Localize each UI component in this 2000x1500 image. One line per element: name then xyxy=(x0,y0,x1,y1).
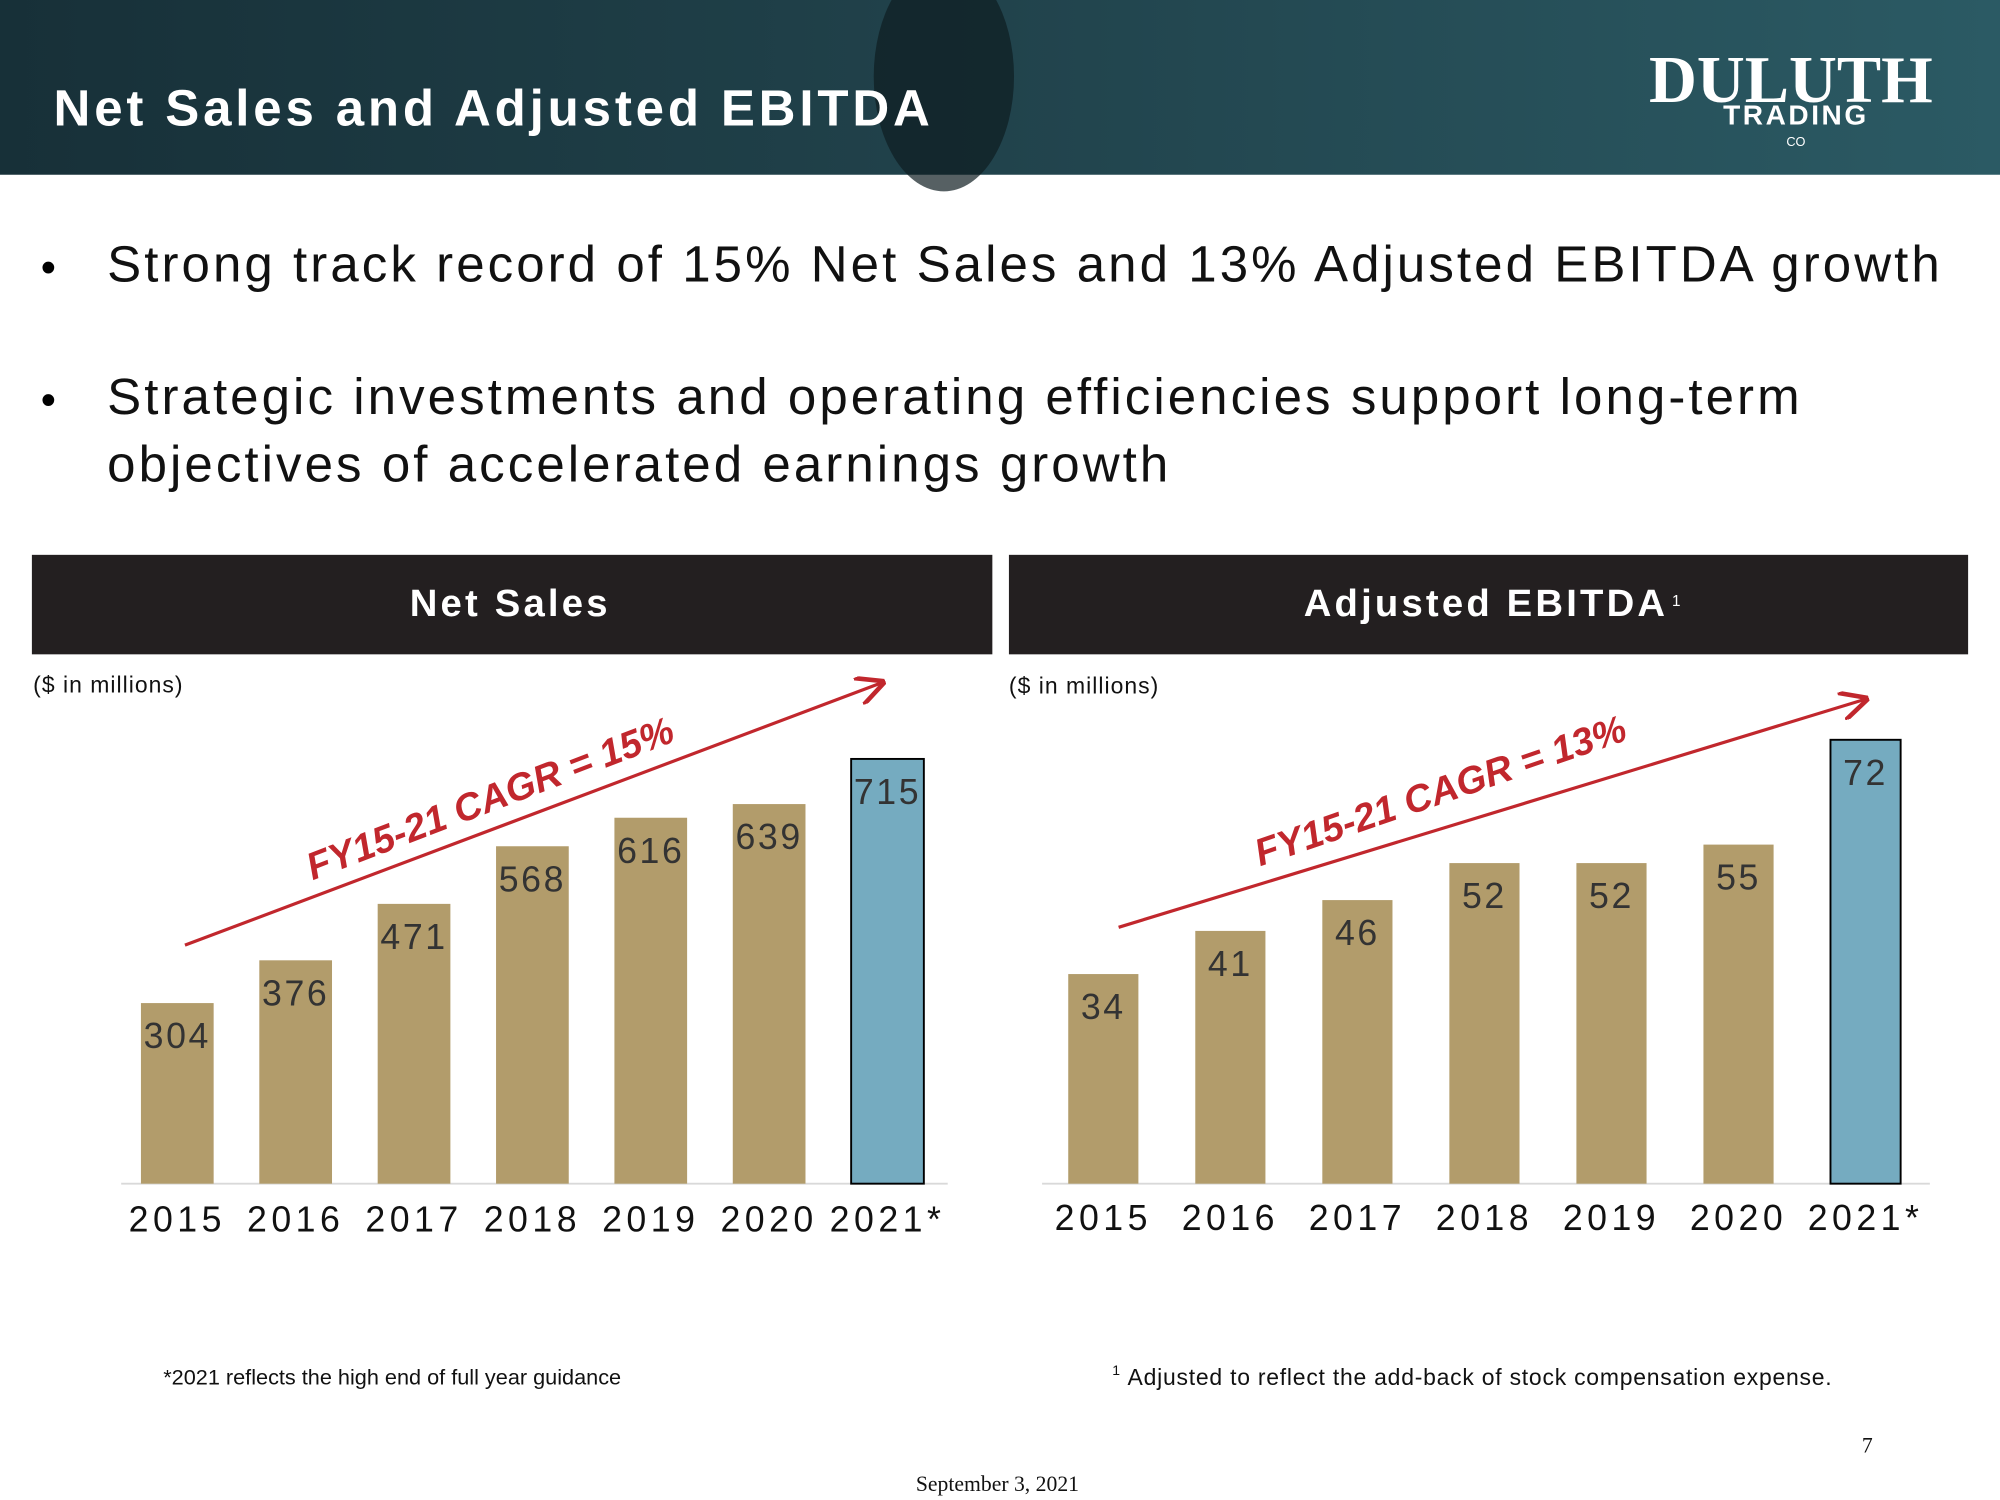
value-label: 41 xyxy=(1208,944,1253,984)
trend-arrow xyxy=(1118,699,1866,929)
cagr-annotation: FY15-21 CAGR = 13% xyxy=(1249,707,1632,875)
bar xyxy=(259,960,333,1184)
bar xyxy=(1068,974,1139,1184)
page-number: 7 xyxy=(1862,1434,1873,1458)
bullet-text: Strong track record of 15% Net Sales and… xyxy=(107,235,1943,292)
x-tick-label: 2021* xyxy=(1808,1198,1924,1238)
value-label: 34 xyxy=(1081,987,1126,1027)
value-label: 52 xyxy=(1589,876,1634,916)
panel-header xyxy=(31,554,993,655)
chart-title: Adjusted EBITDA xyxy=(1304,582,1668,625)
x-tick-label: 2016 xyxy=(247,1199,344,1239)
footnote: *2021 reflects the high end of full year… xyxy=(163,1365,621,1390)
value-label: 304 xyxy=(144,1016,211,1056)
bar xyxy=(1195,930,1266,1184)
unit-note: ($ in millions) xyxy=(33,671,183,697)
bar xyxy=(140,1003,214,1184)
header-title: Net Sales and Adjusted EBITDA xyxy=(54,80,934,137)
x-tick-label: 2021* xyxy=(830,1199,946,1239)
x-tick-label: 2015 xyxy=(129,1199,226,1239)
value-label: 72 xyxy=(1843,753,1888,793)
trend-arrow xyxy=(184,682,883,947)
x-tick-label: 2015 xyxy=(1055,1198,1152,1238)
value-label: 471 xyxy=(380,917,447,957)
logo-co: CO xyxy=(1786,134,1805,149)
value-label: 52 xyxy=(1462,876,1507,916)
bar xyxy=(1703,844,1774,1184)
value-label: 46 xyxy=(1335,913,1380,953)
x-tick-label: 2018 xyxy=(484,1199,581,1239)
bar xyxy=(850,757,925,1185)
x-tick-label: 2020 xyxy=(1690,1198,1787,1238)
value-label: 616 xyxy=(617,831,684,871)
header-photo-shape xyxy=(873,0,1015,192)
bar xyxy=(1576,863,1647,1184)
bar xyxy=(732,804,806,1184)
x-tick-label: 2017 xyxy=(365,1199,462,1239)
panel-header xyxy=(1008,554,1969,655)
value-label: 568 xyxy=(499,859,566,899)
value-label: 55 xyxy=(1716,858,1761,898)
date: September 3, 2021 xyxy=(916,1472,1079,1496)
logo-sub: TRADING xyxy=(1723,100,1869,131)
bar xyxy=(496,846,569,1184)
footnote: Adjusted to reflect the add-back of stoc… xyxy=(1128,1364,1833,1390)
bar xyxy=(614,817,688,1184)
x-tick-label: 2019 xyxy=(602,1199,699,1239)
bullet-dot: • xyxy=(41,244,56,292)
bullet-text: objectives of accelerated earnings growt… xyxy=(107,436,1171,493)
x-tick-label: 2016 xyxy=(1182,1198,1279,1238)
value-label: 639 xyxy=(736,817,803,857)
value-label: 715 xyxy=(854,772,921,812)
title-note: 1 xyxy=(1672,593,1681,610)
bullet-dot: • xyxy=(41,377,56,425)
x-tick-label: 2019 xyxy=(1563,1198,1660,1238)
footnote-mark: 1 xyxy=(1112,1362,1120,1378)
bullet-text: Strategic investments and operating effi… xyxy=(107,368,1803,425)
logo-main: DULUTH xyxy=(1649,44,1933,117)
unit-note: ($ in millions) xyxy=(1009,673,1159,699)
bar xyxy=(1322,900,1393,1184)
bar xyxy=(1829,738,1902,1185)
bar xyxy=(1449,863,1520,1184)
x-tick-label: 2018 xyxy=(1436,1198,1533,1238)
value-label: 376 xyxy=(262,973,329,1013)
x-tick-label: 2017 xyxy=(1309,1198,1406,1238)
chart-title: Net Sales xyxy=(410,582,611,625)
bar xyxy=(377,903,451,1184)
x-tick-label: 2020 xyxy=(720,1199,817,1239)
